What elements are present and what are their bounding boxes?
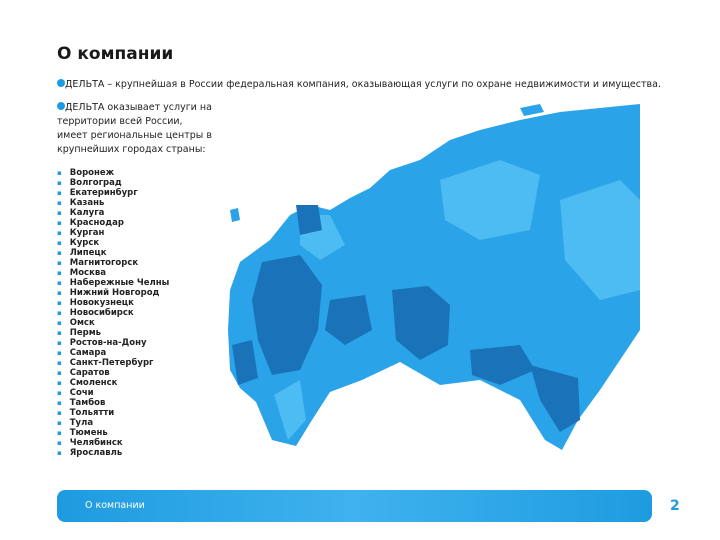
city: Курск <box>57 238 169 248</box>
slide-title: О компании <box>57 44 174 64</box>
city: Тюмень <box>57 428 169 438</box>
footer-bar: О компании <box>57 490 652 522</box>
bullet: ДЕЛЬТА оказывает услуги на территории все… <box>57 101 212 157</box>
bullet-text: территории всей России, <box>57 116 183 127</box>
page-number: 2 <box>670 498 680 514</box>
city: Челябинск <box>57 438 169 448</box>
bullet: ДЕЛЬТА – крупнейшая в России федеральная… <box>57 78 661 92</box>
city: Омск <box>57 318 169 328</box>
city-list: ВоронежВолгоградЕкатеринбургКазаньКалуга… <box>57 168 170 458</box>
city: Ярославль <box>57 448 169 458</box>
city: Калуга <box>57 208 169 218</box>
city: Смоленск <box>57 378 169 388</box>
city: Тольятти <box>57 408 169 418</box>
bullet-text: ДЕЛЬТА оказывает услуги на <box>65 102 212 113</box>
city: Новокузнецк <box>57 298 169 308</box>
bullet-text: ДЕЛЬТА – крупнейшая в России федеральная… <box>65 79 661 90</box>
bullet-text: крупнейших городах страны: <box>57 144 206 155</box>
city: Липецк <box>57 248 169 258</box>
city: Воронеж <box>57 168 169 178</box>
city: Курган <box>57 228 169 238</box>
city: Волгоград <box>57 178 169 188</box>
bullet-text: имеет региональные центры в <box>57 130 212 141</box>
city: Саратов <box>57 368 169 378</box>
city: Казань <box>57 198 169 208</box>
city: Екатеринбург <box>57 188 169 198</box>
city: Сочи <box>57 388 169 398</box>
city: Пермь <box>57 328 169 338</box>
city: Набережные Челны <box>57 278 170 288</box>
city: Ростов-на-Дону <box>57 338 169 348</box>
city: Краснодар <box>57 218 169 228</box>
city: Тула <box>57 418 169 428</box>
city: Санкт-Петербург <box>57 358 169 368</box>
city: Тамбов <box>57 398 169 408</box>
city: Новосибирск <box>57 308 169 318</box>
city: Магнитогорск <box>57 258 169 268</box>
city: Самара <box>57 348 169 358</box>
city: Москва <box>57 268 169 278</box>
city: Нижний Новгород <box>57 288 169 298</box>
footer-label: О компании <box>85 500 145 511</box>
